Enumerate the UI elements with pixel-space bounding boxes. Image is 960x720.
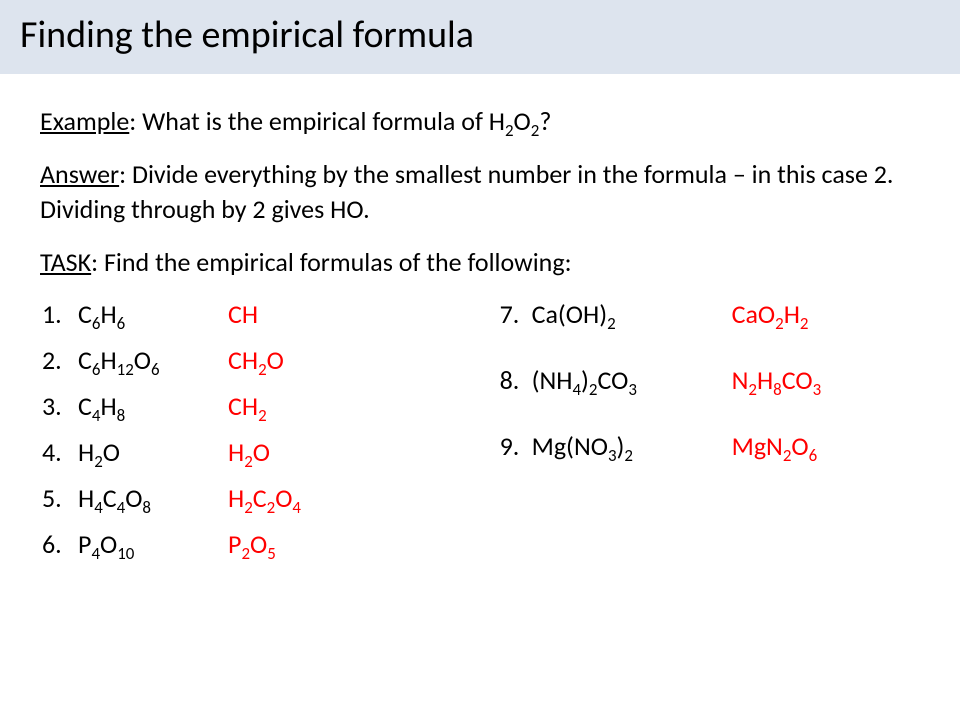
slide-body: Example: What is the empirical formula o… (0, 74, 960, 604)
item-formula: Ca(OH)2 (532, 298, 732, 330)
item-answer: H2O (228, 436, 270, 468)
list-item: 4.H2OH2O (40, 436, 498, 468)
list-item: 5.H4C4O8H2C2O4 (40, 482, 498, 514)
example-sub1: 2 (505, 120, 514, 141)
task-text: : Find the empirical formulas of the fol… (91, 246, 571, 278)
answer-text: : Divide everything by the smallest numb… (40, 158, 894, 225)
item-formula: (NH4)2CO3 (532, 364, 732, 396)
example-mid: O (514, 105, 531, 137)
item-number: 6. (40, 528, 78, 560)
task-lists: 1.C6H6CH2.C6H12O6CH2O3.C4H8CH24.H2OH2O5.… (40, 298, 920, 574)
item-formula: H4C4O8 (78, 482, 228, 514)
item-answer: CH (228, 298, 258, 330)
example-text: : What is the empirical formula of H (129, 105, 505, 137)
answer-label: Answer (40, 158, 119, 190)
item-answer: N2H8CO3 (732, 364, 822, 396)
task-label: TASK (40, 246, 91, 278)
slide-title-bar: Finding the empirical formula (0, 0, 960, 74)
item-number: 1. (40, 298, 78, 330)
item-formula: C6H12O6 (78, 344, 228, 376)
item-formula: C6H6 (78, 298, 228, 330)
item-number: 3. (40, 390, 78, 422)
item-formula: Mg(NO3)2 (532, 430, 732, 462)
left-list: 1.C6H6CH2.C6H12O6CH2O3.C4H8CH24.H2OH2O5.… (40, 298, 498, 574)
item-number: 4. (40, 436, 78, 468)
item-number: 8. (498, 364, 532, 396)
example-end: ? (539, 105, 551, 137)
item-answer: MgN2O6 (732, 430, 818, 462)
item-formula: C4H8 (78, 390, 228, 422)
item-answer: H2C2O4 (228, 482, 301, 514)
list-item: 3.C4H8CH2 (40, 390, 498, 422)
list-item: 9.Mg(NO3)2MgN2O6 (498, 430, 920, 462)
item-number: 2. (40, 344, 78, 376)
item-number: 7. (498, 298, 532, 330)
example-label: Example (40, 105, 129, 137)
example-paragraph: Example: What is the empirical formula o… (40, 104, 920, 139)
item-answer: CH2 (228, 390, 267, 422)
item-formula: P4O10 (78, 528, 228, 560)
list-item: 1.C6H6CH (40, 298, 498, 330)
list-item: 2.C6H12O6CH2O (40, 344, 498, 376)
item-answer: CaO2H2 (732, 298, 809, 330)
item-number: 5. (40, 482, 78, 514)
item-formula: H2O (78, 436, 228, 468)
item-answer: P2O5 (228, 528, 276, 560)
answer-paragraph: Answer: Divide everything by the smalles… (40, 157, 920, 227)
list-item: 7.Ca(OH)2CaO2H2 (498, 298, 920, 330)
item-answer: CH2O (228, 344, 284, 376)
slide-title: Finding the empirical formula (20, 12, 474, 58)
list-item: 8.(NH4)2CO3N2H8CO3 (498, 364, 920, 396)
item-number: 9. (498, 430, 532, 462)
task-paragraph: TASK: Find the empirical formulas of the… (40, 245, 920, 280)
list-item: 6.P4O10P2O5 (40, 528, 498, 560)
right-list: 7.Ca(OH)2CaO2H2 8.(NH4)2CO3N2H8CO3 9.Mg(NO… (498, 298, 920, 574)
